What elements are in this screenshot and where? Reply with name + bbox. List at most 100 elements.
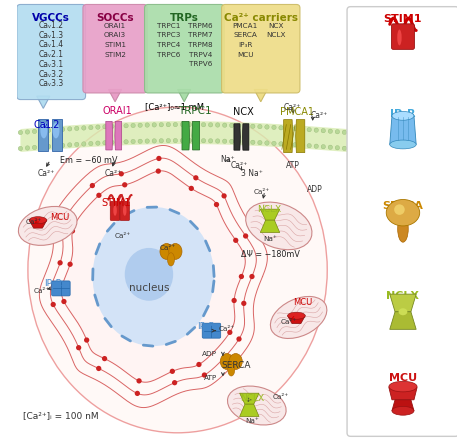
Circle shape [46,128,51,132]
Circle shape [138,123,142,128]
Text: STIM1: STIM1 [101,198,131,208]
Ellipse shape [392,406,414,415]
Circle shape [342,146,346,151]
Polygon shape [38,119,48,151]
Polygon shape [260,209,280,220]
Circle shape [239,274,244,279]
Circle shape [90,183,95,188]
Text: Caᵥ1.2: Caᵥ1.2 [39,21,64,30]
Text: [Ca²⁺]₀≈1 mM: [Ca²⁺]₀≈1 mM [145,101,203,111]
Circle shape [328,129,333,133]
Text: ADP: ADP [202,350,217,357]
Circle shape [221,193,227,198]
Polygon shape [389,388,417,400]
FancyBboxPatch shape [392,24,414,49]
Text: IP₃R: IP₃R [197,322,215,331]
Ellipse shape [390,140,416,149]
Polygon shape [52,119,62,151]
Ellipse shape [228,363,235,376]
Ellipse shape [53,123,59,138]
Circle shape [60,223,65,228]
Text: SOCCs: SOCCs [96,13,134,23]
Text: Na⁺: Na⁺ [245,418,259,424]
Text: TRPC1: TRPC1 [157,23,180,29]
Ellipse shape [125,248,173,301]
Circle shape [244,140,248,144]
Circle shape [321,144,326,149]
Polygon shape [115,121,122,150]
Circle shape [32,145,36,150]
Circle shape [70,228,75,233]
Circle shape [155,168,161,174]
Polygon shape [390,294,416,312]
Circle shape [54,128,58,132]
Circle shape [89,141,93,146]
Circle shape [187,138,191,143]
Text: Ca²⁺: Ca²⁺ [26,219,42,225]
Circle shape [61,143,65,148]
Ellipse shape [229,354,242,369]
Polygon shape [240,404,259,416]
Polygon shape [288,316,305,324]
Circle shape [321,128,326,133]
FancyBboxPatch shape [83,4,147,93]
Circle shape [39,128,44,133]
Circle shape [117,140,121,144]
Circle shape [229,123,234,128]
Circle shape [131,123,135,128]
Circle shape [237,140,241,144]
Circle shape [103,124,107,129]
Ellipse shape [394,204,405,215]
Ellipse shape [92,207,214,346]
Circle shape [76,345,82,350]
Circle shape [201,139,206,143]
Circle shape [124,124,128,128]
Text: NCLX: NCLX [386,291,419,301]
Text: IP₃R: IP₃R [390,109,416,119]
Text: Caᵥ3.2: Caᵥ3.2 [39,70,64,78]
Text: TRPM6: TRPM6 [188,23,213,29]
Circle shape [286,142,290,147]
Circle shape [152,123,156,127]
Text: TRPV4: TRPV4 [189,52,212,58]
Circle shape [67,262,73,267]
FancyBboxPatch shape [120,201,129,221]
Ellipse shape [167,253,174,266]
Text: MCU: MCU [50,214,70,222]
Circle shape [272,141,276,146]
Text: SERCA: SERCA [383,201,423,211]
FancyBboxPatch shape [110,201,120,221]
FancyBboxPatch shape [347,7,459,436]
Circle shape [172,380,177,385]
Circle shape [222,139,227,144]
Circle shape [335,146,339,150]
Text: Ca²⁺: Ca²⁺ [283,102,301,112]
Circle shape [209,139,213,143]
Circle shape [117,124,121,128]
Text: TRPC4: TRPC4 [157,42,180,48]
Circle shape [156,156,162,161]
Ellipse shape [386,199,419,226]
Circle shape [159,139,164,143]
Polygon shape [20,121,347,152]
Text: ORAI1: ORAI1 [103,106,132,117]
Ellipse shape [169,244,182,259]
Ellipse shape [392,112,414,120]
Circle shape [194,122,199,127]
Circle shape [251,140,255,144]
Text: SERCA: SERCA [221,361,251,370]
Text: STIM1: STIM1 [384,14,422,24]
Text: MCU: MCU [293,298,312,307]
Circle shape [25,130,30,134]
Circle shape [258,140,262,145]
Polygon shape [36,96,50,109]
Circle shape [229,139,234,144]
Circle shape [96,366,101,371]
Circle shape [300,127,304,132]
Text: Ca²⁺: Ca²⁺ [311,111,328,120]
Circle shape [335,129,339,134]
Polygon shape [254,89,267,102]
Circle shape [314,128,319,132]
Text: TRPC6: TRPC6 [157,52,180,58]
Polygon shape [283,120,293,152]
